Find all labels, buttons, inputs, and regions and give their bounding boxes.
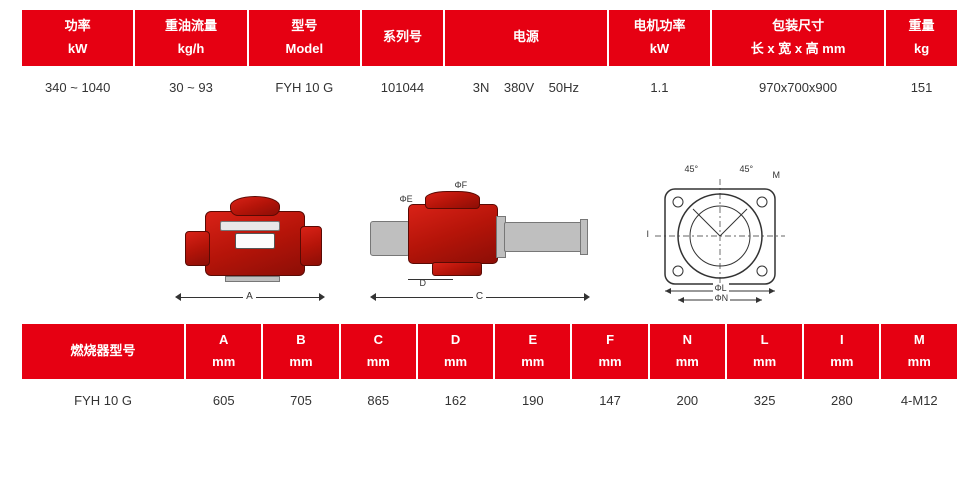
dim-cell-1: 605 [186,379,261,422]
angle-left: 45° [685,164,699,174]
spec-header-0: 功率kW [22,10,133,66]
dim-header-7: Nmm [650,324,725,380]
spec-header-5: 电机功率kW [609,10,710,66]
spec-table: 功率kW重油流量kg/h型号Model系列号电源电机功率kW包装尺寸长 x 宽 … [20,10,959,109]
spec-header-2: 型号Model [249,10,360,66]
spec-cell-5: 1.1 [609,66,710,109]
spec-header-1: 重油流量kg/h [135,10,246,66]
dim-cell-3: 865 [341,379,416,422]
dim-cell-0: FYH 10 G [22,379,184,422]
dim-cell-5: 190 [495,379,570,422]
dim-cell-2: 705 [263,379,338,422]
dim-cell-7: 200 [650,379,725,422]
dim-header-2: Bmm [263,324,338,380]
spec-cell-3: 101044 [362,66,443,109]
burner-side-view: ΦF ΦE D C [355,186,605,304]
label-m: M [773,170,781,180]
angle-right: 45° [740,164,754,174]
dim-header-10: Mmm [881,324,957,380]
label-i: I [647,229,650,239]
dim-label-phif: ΦF [455,180,468,190]
dim-label-phie: ΦE [400,194,413,204]
spec-header-4: 电源 [445,10,607,66]
dim-header-9: Imm [804,324,879,380]
diagram-row: A ΦF ΦE D C [20,134,959,304]
dim-cell-10: 4-M12 [881,379,957,422]
burner-front-view: A [165,191,335,304]
spec-header-7: 重量kg [886,10,957,66]
label-phin: ΦN [713,293,731,303]
spec-cell-2: FYH 10 G [249,66,360,109]
dim-cell-4: 162 [418,379,493,422]
spec-cell-0: 340 ~ 1040 [22,66,133,109]
spec-cell-7: 151 [886,66,957,109]
dim-label-c: C [473,291,486,302]
dim-header-6: Fmm [572,324,647,380]
dim-cell-8: 325 [727,379,802,422]
dim-header-1: Amm [186,324,261,380]
dim-label-a: A [243,291,256,302]
dim-header-0: 燃烧器型号 [22,324,184,380]
dim-header-8: Lmm [727,324,802,380]
spec-cell-1: 30 ~ 93 [135,66,246,109]
dim-header-3: Cmm [341,324,416,380]
dimensions-table: 燃烧器型号AmmBmmCmmDmmEmmFmmNmmLmmImmMmm FYH … [20,324,959,423]
spec-cell-4: 3N 380V 50Hz [445,66,607,109]
dim-cell-6: 147 [572,379,647,422]
label-phil: ΦL [713,283,729,293]
spec-header-3: 系列号 [362,10,443,66]
dim-header-5: Emm [495,324,570,380]
burner-flange-view: 45° 45° M I ΦN ΦL [625,164,815,304]
dim-header-4: Dmm [418,324,493,380]
dim-cell-9: 280 [804,379,879,422]
spec-cell-6: 970x700x900 [712,66,884,109]
spec-header-6: 包装尺寸长 x 宽 x 高 mm [712,10,884,66]
